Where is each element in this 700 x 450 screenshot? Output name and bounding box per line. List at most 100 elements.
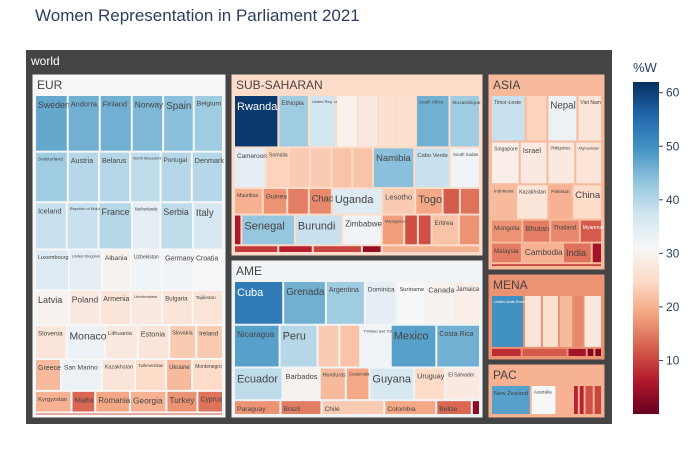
country-rect	[579, 386, 584, 414]
country-rect	[391, 325, 436, 367]
country-cell-jordan	[522, 348, 567, 356]
country-rect	[492, 220, 522, 242]
country-rect	[101, 291, 130, 325]
country-cell-kazakhstan: Kazakhstan	[517, 185, 548, 219]
country-label: Croatia	[196, 255, 218, 262]
country-label: Republic of Moldova	[70, 206, 107, 211]
chart-title: Women Representation in Parliament 2021	[35, 6, 360, 25]
country-rect	[283, 368, 319, 400]
country-cell-paraguay: Paraguay	[235, 401, 280, 414]
country-rect	[235, 215, 241, 245]
country-rect	[242, 215, 294, 245]
country-cell-gambia	[235, 246, 278, 252]
country-cell-c-te-d-ivoire	[405, 215, 417, 245]
country-rect	[343, 215, 381, 245]
country-label: Zimbabwe	[345, 220, 382, 229]
country-rect	[138, 326, 169, 358]
country-rect	[263, 189, 287, 214]
country-label: Indonesia	[494, 189, 514, 194]
country-cell-lebanon	[568, 348, 586, 356]
country-cell-benin	[279, 246, 312, 252]
country-label: United Rep. of Tanzania	[312, 99, 355, 104]
country-rect	[379, 96, 397, 147]
country-label: Kyrgyzstan	[38, 397, 67, 403]
country-cell-mali	[358, 96, 378, 147]
country-label: Monaco	[70, 332, 107, 343]
country-label: Rwanda	[237, 101, 278, 113]
country-cell-nauru	[585, 386, 593, 414]
country-cell-zimbabwe: Zimbabwe	[343, 215, 383, 245]
country-label: Eritrea	[435, 220, 454, 227]
country-cell-cyprus: Cyprus	[198, 391, 223, 412]
country-cell-united-rep-of-tanzania: United Rep. of Tanzania	[309, 96, 355, 147]
country-cell-uganda: Uganda	[332, 189, 382, 214]
country-rect	[418, 215, 431, 245]
country-label: Guyana	[372, 373, 411, 385]
region-mena: MENA United Arab Emirates	[487, 273, 606, 361]
colorbar-tick-label: 30	[666, 246, 680, 260]
country-rect	[549, 185, 572, 219]
country-cell-palau	[579, 386, 584, 414]
country-cell-monaco: Monaco	[67, 326, 107, 358]
country-cell-nigeria	[362, 246, 381, 252]
country-rect	[311, 148, 331, 188]
country-rect	[266, 148, 288, 188]
country-rect	[96, 391, 129, 412]
country-cell-senegal: Senegal	[242, 215, 294, 245]
country-label: Latvia	[38, 295, 63, 305]
colorbar-tick-label: 40	[666, 193, 680, 207]
country-cell-viet-nam: Viet Nam	[578, 96, 601, 141]
country-rect	[36, 152, 67, 202]
country-cell-el-salvador: El Salvador	[446, 368, 479, 400]
country-label: Malta	[75, 396, 95, 405]
country-label: Australia	[534, 390, 552, 395]
country-cell-serbia: Serbia	[161, 203, 192, 249]
country-rect	[309, 189, 331, 214]
country-rect	[289, 148, 310, 188]
country-label: Chad	[312, 193, 334, 203]
country-label: Germany	[165, 255, 195, 263]
country-cell-madagascar: Madagascar	[382, 215, 408, 245]
country-rect	[69, 291, 100, 325]
country-label: Lesotho	[385, 193, 412, 202]
country-cell-montenegro: Montenegro	[193, 359, 222, 390]
country-rect	[492, 185, 516, 219]
country-cell-kazakhstan: Kazakhstan	[102, 359, 135, 390]
country-cell-luxembourg: Luxembourg	[36, 250, 69, 290]
country-cell-morocco	[560, 296, 572, 347]
country-label: Armenia	[103, 296, 129, 303]
country-label: Israel	[523, 146, 542, 155]
country-label: Costa Rica	[439, 331, 473, 338]
country-cell-tonga	[574, 386, 578, 414]
country-label: Suriname	[399, 287, 424, 293]
country-rect	[592, 243, 601, 263]
country-cell-chad: Chad	[309, 189, 334, 214]
country-cell-ghana	[460, 189, 479, 214]
country-rect	[36, 203, 66, 249]
country-rect	[382, 215, 404, 245]
country-cell-ecuador: Ecuador	[235, 368, 282, 400]
region-eur: EUR Sweden Andorra Finland Norway Spain Belgiu…	[31, 73, 227, 419]
country-cell-uzbekistan: Uzbekistan	[131, 250, 161, 290]
country-label: Burundi	[298, 220, 336, 232]
country-label: Switzerland	[38, 156, 63, 162]
country-cell-spain: Spain	[164, 96, 193, 151]
country-label: Spain	[166, 101, 191, 112]
country-rect	[584, 296, 601, 347]
country-label: Greece	[38, 365, 61, 372]
country-rect	[281, 401, 321, 414]
country-rect	[576, 142, 601, 184]
country-cell-south-sudan: South Sudan	[450, 148, 479, 188]
country-rect	[563, 243, 591, 263]
country-rect	[340, 325, 360, 367]
region-label-sub-saharan: SUB-SAHARAN	[236, 78, 323, 92]
country-cell-denmark: Denmark	[192, 152, 224, 202]
country-label: Belarus	[102, 156, 127, 165]
country-cell-portugal: Portugal	[161, 152, 191, 202]
country-cell-sierra-leone	[443, 189, 459, 214]
country-rect	[193, 250, 222, 290]
country-label: Lithuania	[108, 331, 133, 337]
country-cell-slovakia: Slovakia	[170, 326, 196, 358]
country-rect	[415, 148, 449, 188]
